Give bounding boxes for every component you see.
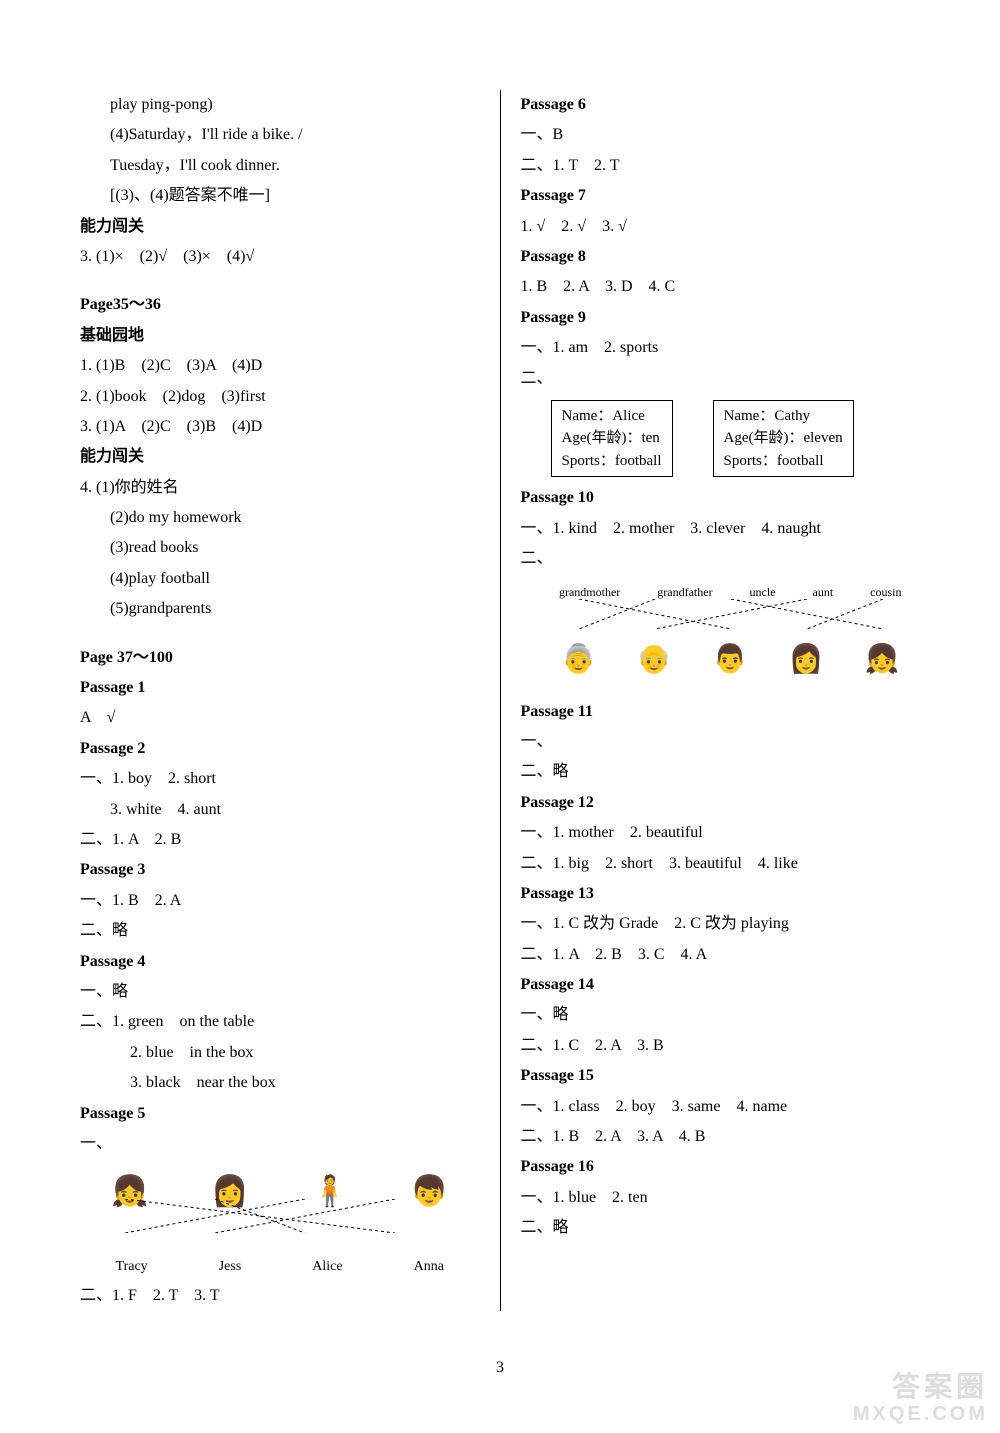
text-line: 1. √ 2. √ 3. √ bbox=[521, 212, 921, 242]
text-line: 一、1. am 2. sports bbox=[521, 333, 921, 363]
text-line: 一、1. boy 2. short bbox=[80, 764, 480, 794]
heading: 能力闯关 bbox=[80, 212, 480, 242]
text-line: (4)play football bbox=[80, 564, 480, 594]
text-line: 一、 bbox=[521, 727, 921, 757]
page-number: 3 bbox=[0, 1359, 1000, 1377]
text-line: 二、略 bbox=[80, 916, 480, 946]
text-line: 3. white 4. aunt bbox=[80, 795, 480, 825]
text-line: play ping-pong) bbox=[80, 90, 480, 120]
label: Anna bbox=[414, 1254, 444, 1281]
passage-heading: Passage 13 bbox=[521, 879, 921, 909]
text-line: 二、略 bbox=[521, 757, 921, 787]
box-line: Sports：football bbox=[724, 450, 843, 473]
text-line: 3. (1)A (2)C (3)B (4)D bbox=[80, 412, 480, 442]
passage-heading: Passage 4 bbox=[80, 947, 480, 977]
heading: 能力闯关 bbox=[80, 442, 480, 472]
passage-heading: Passage 14 bbox=[521, 970, 921, 1000]
passage-heading: Passage 7 bbox=[521, 181, 921, 211]
text-line: 二、 bbox=[521, 544, 921, 574]
text-line: 4. (1)你的姓名 bbox=[80, 473, 480, 503]
page-container: play ping-pong) (4)Saturday，I'll ride a … bbox=[0, 0, 1000, 1351]
passage-heading: Passage 6 bbox=[521, 90, 921, 120]
person-icon: 👨 bbox=[713, 633, 748, 686]
text-line: 二、1. T 2. T bbox=[521, 151, 921, 181]
passage-heading: Passage 8 bbox=[521, 242, 921, 272]
info-boxes: Name：Alice Age(年龄)：ten Sports：football N… bbox=[551, 400, 921, 478]
text-line: 一、1. kind 2. mother 3. clever 4. naught bbox=[521, 514, 921, 544]
passage-heading: Passage 16 bbox=[521, 1152, 921, 1182]
passage-heading: Passage 1 bbox=[80, 673, 480, 703]
box-line: Sports：football bbox=[562, 450, 662, 473]
text-line: 一、1. blue 2. ten bbox=[521, 1183, 921, 1213]
text-line: 2. (1)book (2)dog (3)first bbox=[80, 382, 480, 412]
text-line: 一、1. mother 2. beautiful bbox=[521, 818, 921, 848]
text-line: 二、1. C 2. A 3. B bbox=[521, 1031, 921, 1061]
text-line: 一、B bbox=[521, 120, 921, 150]
heading: 基础园地 bbox=[80, 321, 480, 351]
text-line: 一、 bbox=[80, 1129, 480, 1159]
passage-heading: Passage 3 bbox=[80, 855, 480, 885]
person-icon: 👵 bbox=[561, 633, 596, 686]
person-icon: 👩 bbox=[789, 633, 824, 686]
left-column: play ping-pong) (4)Saturday，I'll ride a … bbox=[80, 90, 480, 1311]
text-line: 一、略 bbox=[80, 977, 480, 1007]
info-box: Name：Alice Age(年龄)：ten Sports：football bbox=[551, 400, 673, 478]
text-line: 二、1. F 2. T 3. T bbox=[80, 1281, 480, 1311]
passage-heading: Passage 12 bbox=[521, 788, 921, 818]
text-line: (5)grandparents bbox=[80, 594, 480, 624]
text-line: 一、1. C 改为 Grade 2. C 改为 playing bbox=[521, 909, 921, 939]
text-line: 二、略 bbox=[521, 1213, 921, 1243]
matching-diagram: grandmother grandfather uncle aunt cousi… bbox=[541, 581, 921, 687]
text-line: 1. (1)B (2)C (3)A (4)D bbox=[80, 351, 480, 381]
text-line: 一、略 bbox=[521, 1000, 921, 1030]
page-heading: Page 37～100 bbox=[80, 643, 480, 673]
text-line: 一、1. class 2. boy 3. same 4. name bbox=[521, 1092, 921, 1122]
box-line: Age(年龄)：ten bbox=[562, 427, 662, 450]
passage-heading: Passage 2 bbox=[80, 734, 480, 764]
info-box: Name：Cathy Age(年龄)：eleven Sports：footbal… bbox=[713, 400, 854, 478]
text-line: 2. blue in the box bbox=[80, 1038, 480, 1068]
passage-heading: Passage 5 bbox=[80, 1099, 480, 1129]
text-line: 二、1. green on the table bbox=[80, 1007, 480, 1037]
person-icon: 👧 bbox=[865, 633, 900, 686]
box-line: Name：Cathy bbox=[724, 405, 843, 428]
text-line: 二、1. A 2. B bbox=[80, 825, 480, 855]
watermark: 答案圈 MXQE.COM bbox=[853, 1372, 988, 1425]
text-line: 二、 bbox=[521, 364, 921, 394]
passage-heading: Passage 10 bbox=[521, 483, 921, 513]
matching-diagram: 👧 👩 🧍 👦 Tracy Jess Alice Anna bbox=[80, 1163, 480, 1281]
passage-heading: Passage 11 bbox=[521, 697, 921, 727]
right-column: Passage 6 一、B 二、1. T 2. T Passage 7 1. √… bbox=[500, 90, 921, 1311]
label: Tracy bbox=[116, 1254, 148, 1281]
text-line: [(3)、(4)题答案不唯一] bbox=[80, 181, 480, 211]
watermark-line: 答案圈 bbox=[853, 1372, 988, 1403]
text-line: (3)read books bbox=[80, 533, 480, 563]
text-line: 3. black near the box bbox=[80, 1068, 480, 1098]
text-line: 一、1. B 2. A bbox=[80, 886, 480, 916]
text-line: 3. (1)× (2)√ (3)× (4)√ bbox=[80, 242, 480, 272]
text-line: A √ bbox=[80, 703, 480, 733]
box-line: Name：Alice bbox=[562, 405, 662, 428]
label: Jess bbox=[219, 1254, 242, 1281]
person-icon: 👴 bbox=[637, 633, 672, 686]
text-line: 二、1. big 2. short 3. beautiful 4. like bbox=[521, 849, 921, 879]
page-heading: Page35～36 bbox=[80, 290, 480, 320]
label: Alice bbox=[312, 1254, 342, 1281]
text-line: (4)Saturday，I'll ride a bike. / bbox=[80, 120, 480, 150]
watermark-line: MXQE.COM bbox=[853, 1403, 988, 1425]
passage-heading: Passage 15 bbox=[521, 1061, 921, 1091]
text-line: (2)do my homework bbox=[80, 503, 480, 533]
text-line: 二、1. B 2. A 3. A 4. B bbox=[521, 1122, 921, 1152]
text-line: 1. B 2. A 3. D 4. C bbox=[521, 272, 921, 302]
text-line: Tuesday，I'll cook dinner. bbox=[80, 151, 480, 181]
passage-heading: Passage 9 bbox=[521, 303, 921, 333]
text-line: 二、1. A 2. B 3. C 4. A bbox=[521, 940, 921, 970]
box-line: Age(年龄)：eleven bbox=[724, 427, 843, 450]
